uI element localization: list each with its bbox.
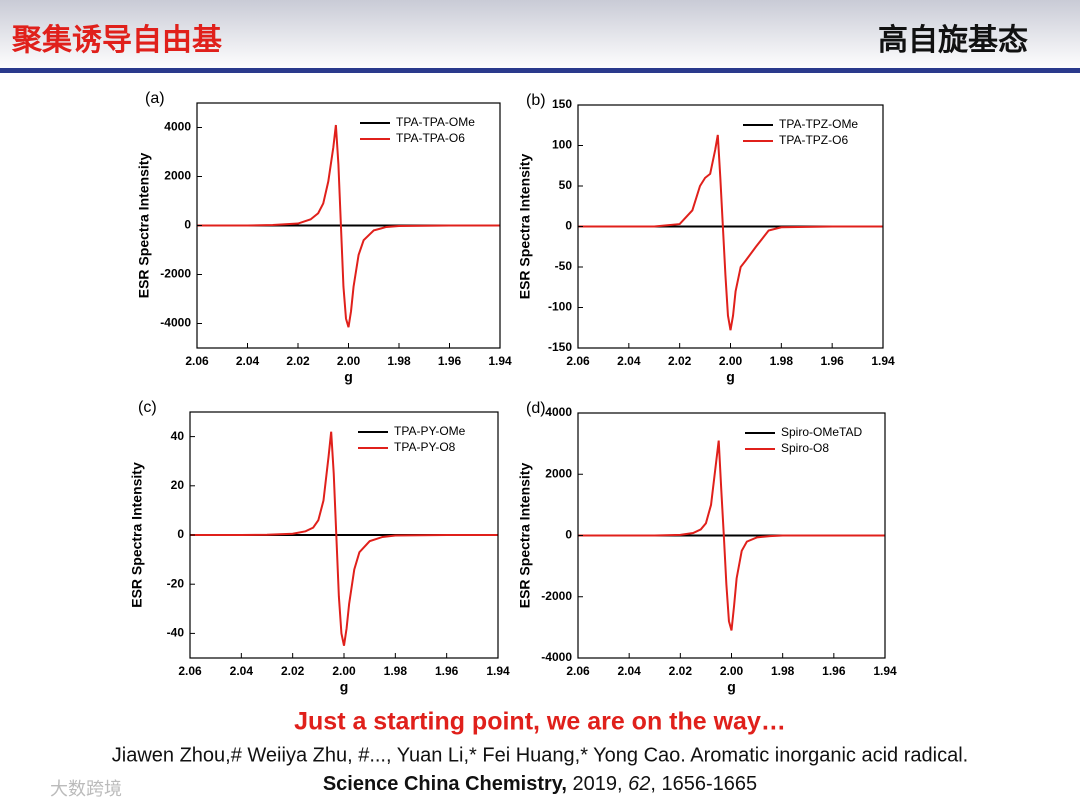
series-line (578, 440, 885, 631)
x-tick-label: 2.06 (185, 354, 209, 368)
y-tick-label: 0 (184, 218, 191, 232)
header-left: 聚集诱导自由基 (11, 24, 222, 57)
y-axis-label: ESR Spectra Intensity (136, 153, 152, 299)
citation: Jiawen Zhou,# Weiiya Zhu, #..., Yuan Li,… (112, 744, 968, 766)
legend-label: TPA-TPA-O6 (396, 131, 465, 145)
y-tick-label: 2000 (545, 466, 572, 480)
header-band (0, 0, 1080, 70)
x-axis-label: g (726, 369, 735, 385)
header-rule (0, 68, 1080, 73)
x-tick-label: 2.04 (230, 664, 254, 678)
x-tick-label: 1.98 (387, 354, 411, 368)
x-tick-label: 2.02 (281, 664, 305, 678)
y-tick-label: -40 (167, 626, 185, 640)
y-tick-label: 4000 (545, 405, 572, 419)
x-tick-label: 2.04 (617, 354, 641, 368)
legend-label: TPA-TPA-OMe (396, 115, 475, 129)
x-tick-label: 2.00 (719, 354, 743, 368)
y-tick-label: 0 (565, 219, 572, 233)
legend-label: TPA-TPZ-O6 (779, 133, 848, 147)
x-tick-label: 1.94 (871, 354, 895, 368)
y-axis-label: ESR Spectra Intensity (517, 154, 533, 300)
y-tick-label: -4000 (160, 316, 191, 330)
reference: Science China Chemistry, 2019, 62, 1656-… (323, 773, 757, 795)
journal: Science China Chemistry, (323, 773, 567, 795)
x-tick-label: 1.94 (486, 664, 510, 678)
series-line (197, 124, 500, 328)
y-tick-label: -2000 (541, 589, 572, 603)
y-tick-label: -2000 (160, 267, 191, 281)
year: 2019, (567, 773, 628, 795)
y-tick-label: -100 (548, 300, 572, 314)
x-tick-label: 1.96 (435, 664, 459, 678)
x-tick-label: 1.96 (820, 354, 844, 368)
y-tick-label: 20 (171, 478, 185, 492)
panel-label: (b) (526, 92, 546, 109)
y-tick-label: 0 (177, 527, 184, 541)
y-tick-label: 100 (552, 138, 572, 152)
x-tick-label: 1.98 (384, 664, 408, 678)
legend-label: Spiro-O8 (781, 441, 829, 455)
x-tick-label: 2.02 (668, 354, 692, 368)
y-tick-label: -4000 (541, 650, 572, 664)
series-line (190, 431, 498, 646)
x-tick-label: 1.96 (438, 354, 462, 368)
y-tick-label: -50 (555, 259, 573, 273)
x-tick-label: 1.94 (873, 664, 897, 678)
x-axis-label: g (340, 679, 349, 695)
x-tick-label: 1.98 (771, 664, 795, 678)
y-tick-label: 0 (565, 528, 572, 542)
legend-label: Spiro-OMeTAD (781, 425, 862, 439)
y-tick-label: -150 (548, 340, 572, 354)
y-axis-label: ESR Spectra Intensity (129, 462, 145, 608)
x-tick-label: 1.94 (488, 354, 512, 368)
x-axis-label: g (344, 369, 353, 385)
x-tick-label: 2.06 (566, 354, 590, 368)
x-tick-label: 2.06 (566, 664, 590, 678)
header-right: 高自旋基态 (878, 24, 1028, 57)
x-tick-label: 2.00 (720, 664, 744, 678)
pages: , 1656-1665 (650, 773, 757, 795)
x-tick-label: 2.02 (669, 664, 693, 678)
legend-label: TPA-TPZ-OMe (779, 117, 858, 131)
y-tick-label: 150 (552, 97, 572, 111)
slogan: Just a starting point, we are on the way… (294, 708, 786, 736)
x-tick-label: 2.04 (617, 664, 641, 678)
panel-label: (a) (145, 90, 165, 107)
y-tick-label: 40 (171, 429, 185, 443)
legend-label: TPA-PY-O8 (394, 440, 456, 454)
x-tick-label: 2.00 (332, 664, 356, 678)
x-tick-label: 2.04 (236, 354, 260, 368)
x-tick-label: 2.06 (178, 664, 202, 678)
y-axis-label: ESR Spectra Intensity (517, 463, 533, 609)
x-tick-label: 1.96 (822, 664, 846, 678)
x-tick-label: 2.02 (286, 354, 310, 368)
volume: 62 (628, 773, 650, 795)
x-axis-label: g (727, 679, 736, 695)
y-tick-label: 50 (559, 178, 573, 192)
watermark: 大数跨境 (50, 779, 122, 799)
legend-label: TPA-PY-OMe (394, 424, 466, 438)
y-tick-label: 2000 (164, 169, 191, 183)
y-tick-label: -20 (167, 576, 185, 590)
panel-label: (d) (526, 400, 546, 417)
y-tick-label: 4000 (164, 120, 191, 134)
series-line (578, 134, 883, 331)
x-tick-label: 2.00 (337, 354, 361, 368)
panel-label: (c) (138, 399, 157, 416)
x-tick-label: 1.98 (770, 354, 794, 368)
